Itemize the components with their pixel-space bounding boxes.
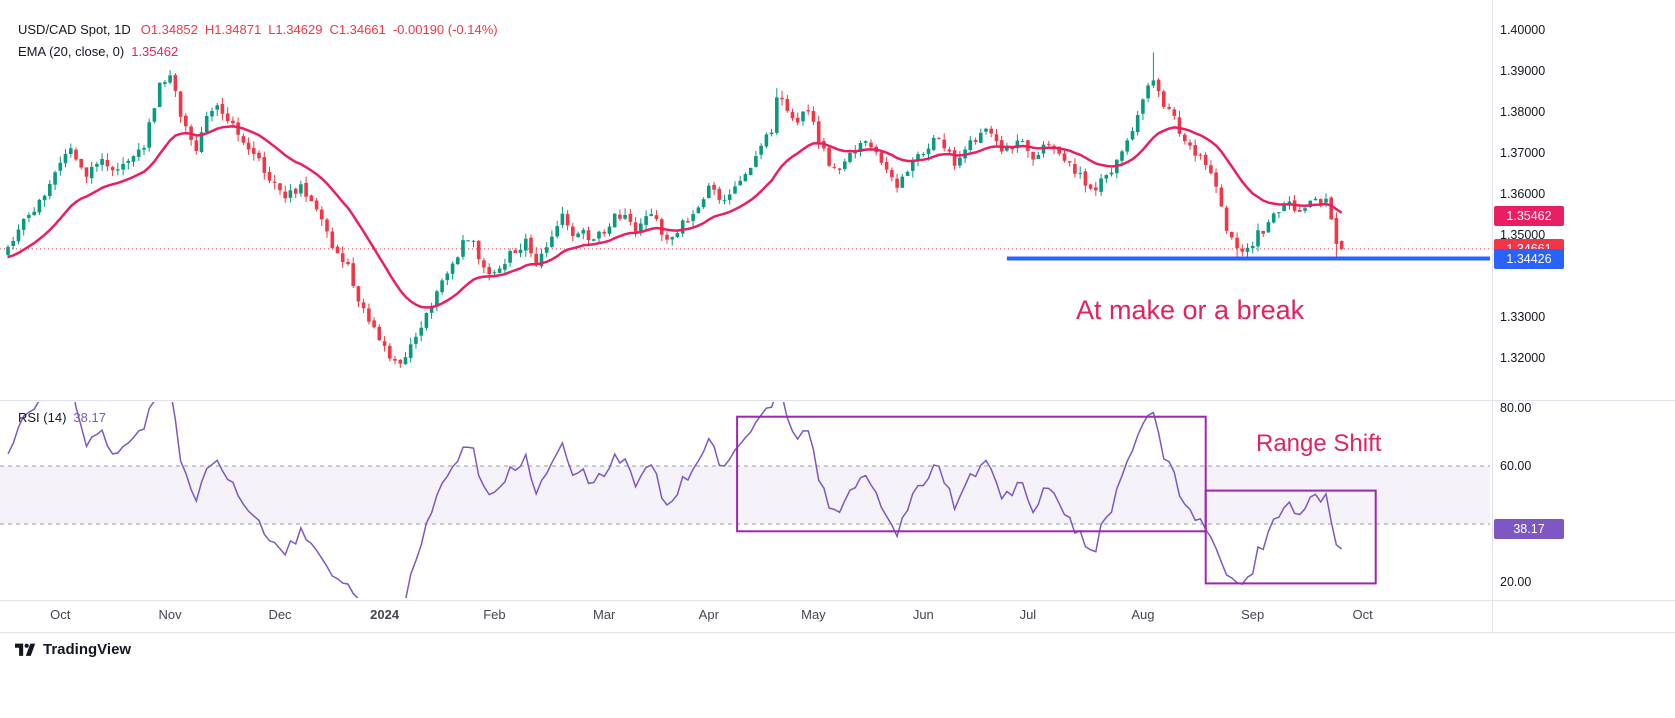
price-annotation-text[interactable]: At make or a break bbox=[1076, 295, 1305, 325]
time-axis-label: Feb bbox=[483, 607, 506, 622]
rsi-range-box-1[interactable] bbox=[736, 415, 1207, 533]
rsi-axis-label: 60.00 bbox=[1500, 459, 1532, 473]
price-axis-label: 1.40000 bbox=[1500, 23, 1546, 37]
rsi-annotation-text[interactable]: Range Shift bbox=[1256, 430, 1382, 457]
ema-legend: EMA (20, close, 0) 1.35462 bbox=[18, 44, 185, 59]
price-axis-label: 1.35000 bbox=[1500, 228, 1546, 242]
rsi-label[interactable]: RSI (14) bbox=[18, 410, 67, 425]
time-axis-label: Sep bbox=[1241, 607, 1265, 622]
price-axis[interactable]: 1.40000 1.39000 1.38000 1.37000 1.36000 1.350… bbox=[1492, 0, 1675, 632]
time-axis-label: Dec bbox=[268, 607, 292, 622]
time-axis-separator bbox=[0, 600, 1675, 601]
time-axis-label: 2024 bbox=[370, 607, 400, 622]
ohlc-change: -0.00190 (-0.14%) bbox=[392, 22, 498, 37]
symbol-legend: USD/CAD Spot, 1D O1.34852 H1.34871 L1.34629… bbox=[18, 22, 505, 37]
price-axis-label: 1.37000 bbox=[1500, 146, 1546, 160]
price-axis-label: 1.38000 bbox=[1500, 105, 1546, 119]
rsi-range-box-2[interactable] bbox=[1204, 489, 1377, 585]
rsi-axis-label: 80.00 bbox=[1500, 401, 1532, 415]
ema-label[interactable]: EMA (20, close, 0) bbox=[18, 44, 125, 59]
ema-value-badge: 1.35462 bbox=[1494, 206, 1564, 227]
time-axis-label: Nov bbox=[158, 607, 182, 622]
rsi-value: 38.17 bbox=[73, 410, 106, 425]
ohlc-open: O1.34852 bbox=[140, 22, 198, 37]
time-axis-label: Oct bbox=[50, 607, 71, 622]
ema-line bbox=[7, 125, 1343, 309]
pane-separator[interactable] bbox=[0, 400, 1675, 401]
rsi-line bbox=[7, 402, 1343, 598]
rsi-band bbox=[0, 466, 1490, 524]
symbol-title[interactable]: USD/CAD Spot, 1D bbox=[18, 22, 131, 37]
tradingview-logo-icon bbox=[15, 641, 36, 658]
time-axis-label: Mar bbox=[592, 607, 616, 622]
time-axis-label: Aug bbox=[1131, 607, 1155, 622]
ohlc-close: C1.34661 bbox=[329, 22, 386, 37]
time-axis-label: May bbox=[801, 607, 826, 622]
time-axis[interactable]: Oct Nov Dec 2024 Feb Mar Apr May Jun Jul Aug Sep Oct bbox=[0, 600, 1675, 632]
price-axis-label: 1.36000 bbox=[1500, 187, 1546, 201]
tradingview-brand-text: TradingView bbox=[43, 641, 132, 658]
candlestick-series bbox=[6, 52, 1344, 368]
price-axis-label: 1.32000 bbox=[1500, 351, 1546, 365]
price-axis-label: 1.39000 bbox=[1500, 64, 1546, 78]
rsi-legend: RSI (14) 38.17 bbox=[18, 410, 113, 425]
ohlc-low: L1.34629 bbox=[268, 22, 323, 37]
price-axis-label: 1.33000 bbox=[1500, 310, 1546, 324]
time-axis-label: Jun bbox=[912, 607, 934, 622]
support-price-badge: 1.34426 bbox=[1494, 248, 1564, 269]
rsi-axis-label: 20.00 bbox=[1500, 575, 1532, 589]
time-axis-label: Jul bbox=[1019, 607, 1037, 622]
rsi-value-badge: 38.17 bbox=[1494, 519, 1564, 540]
ema-value: 1.35462 bbox=[131, 44, 179, 59]
price-axis-separator bbox=[1492, 0, 1493, 632]
tradingview-link[interactable]: TradingView bbox=[15, 641, 131, 658]
ohlc-high: H1.34871 bbox=[204, 22, 262, 37]
time-axis-label: Apr bbox=[698, 607, 719, 622]
chart-bottom-border bbox=[0, 632, 1675, 633]
time-axis-label: Oct bbox=[1352, 607, 1373, 622]
